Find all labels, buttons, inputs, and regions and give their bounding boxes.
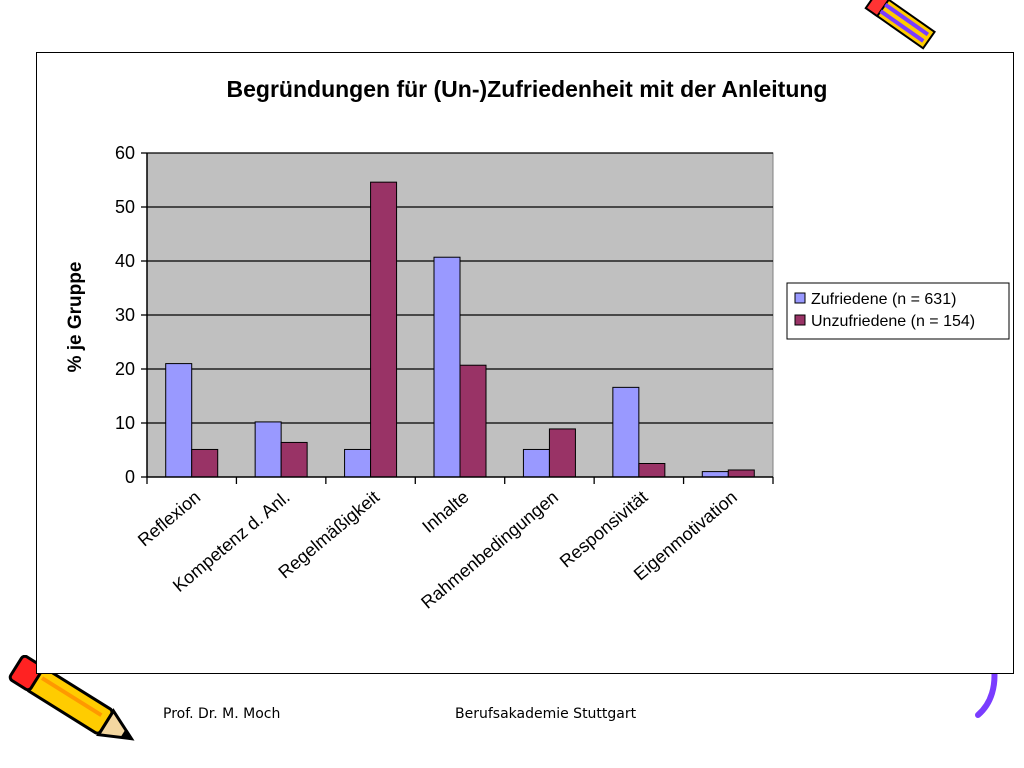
legend-swatch: [794, 292, 806, 304]
legend-label: Zufriedene (n = 631): [811, 291, 956, 308]
y-tick-label: 10: [115, 413, 135, 433]
pencil-icon-bottom: [8, 655, 135, 741]
x-tick-label: Responsivität: [556, 487, 652, 572]
y-axis-label: % je Gruppe: [65, 262, 86, 373]
bar-unzufriedene: [727, 469, 755, 478]
footer-author: Prof. Dr. M. Moch: [163, 706, 281, 722]
bar-chart: Begründungen für (Un-)Zufriedenheit mit …: [65, 76, 1010, 613]
bar-zufriedene: [165, 363, 193, 478]
bar-unzufriedene: [280, 441, 308, 478]
bar-zufriedene: [433, 256, 461, 478]
footer-institution: Berufsakademie Stuttgart: [455, 706, 637, 722]
chart-title: Begründungen für (Un-)Zufriedenheit mit …: [227, 76, 828, 102]
x-tick-label: Inhalte: [418, 487, 472, 537]
y-tick-label: 30: [115, 305, 135, 325]
y-tick-label: 20: [115, 359, 135, 379]
bar-zufriedene: [701, 471, 729, 478]
legend-label: Unzufriedene (n = 154): [811, 313, 975, 330]
bar-zufriedene: [522, 448, 550, 478]
legend: Zufriedene (n = 631) Unzufriedene (n = 15…: [786, 282, 1010, 340]
bar-unzufriedene: [548, 428, 576, 478]
bar-unzufriedene: [191, 448, 219, 478]
y-tick-label: 60: [115, 143, 135, 163]
y-tick-label: 40: [115, 251, 135, 271]
bar-unzufriedene: [459, 364, 487, 478]
y-tick-label: 50: [115, 197, 135, 217]
x-tick-label: Reflexion: [134, 487, 204, 551]
bar-unzufriedene: [370, 181, 398, 478]
bar-zufriedene: [344, 448, 372, 478]
bar-unzufriedene: [638, 463, 666, 478]
pencil-icon-top: [864, 0, 936, 50]
chart-frame: Begründungen für (Un-)Zufriedenheit mit …: [36, 52, 1014, 674]
legend-box: [786, 282, 1010, 340]
legend-swatch: [794, 314, 806, 326]
bar-zufriedene: [254, 421, 282, 478]
bar-zufriedene: [612, 386, 640, 478]
y-tick-label: 0: [125, 467, 135, 487]
